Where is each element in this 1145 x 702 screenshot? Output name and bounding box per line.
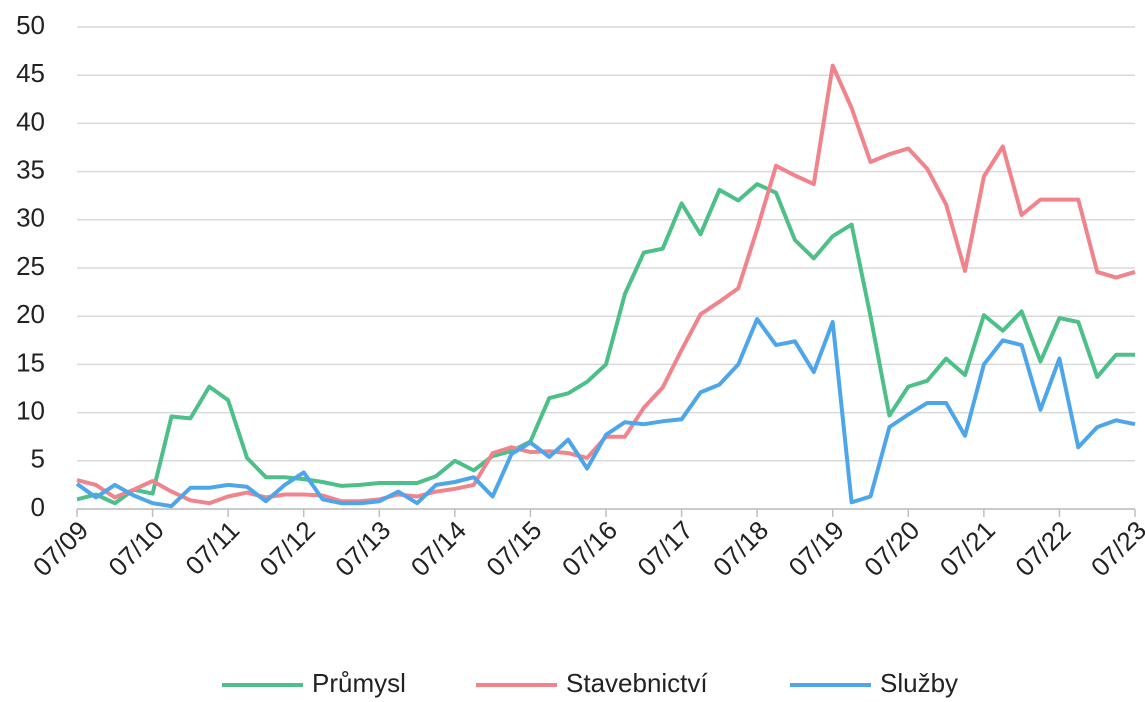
y-tick-label: 45 [16,58,45,88]
x-tick-label: 07/17 [631,515,698,582]
x-tick-label: 07/19 [783,515,850,582]
y-tick-label: 10 [16,395,45,425]
x-tick-label: 07/10 [102,515,169,582]
x-tick-label: 07/21 [934,515,1001,582]
y-tick-label: 25 [16,251,45,281]
y-tick-label: 20 [16,299,45,329]
x-tick-label: 07/20 [858,515,925,582]
y-tick-label: 50 [16,10,45,40]
y-tick-label: 5 [31,444,45,474]
x-tick-label: 07/09 [27,515,94,582]
legend-label: Služby [880,668,958,698]
y-tick-label: 35 [16,154,45,184]
x-tick-label: 07/22 [1009,515,1076,582]
x-tick-label: 07/11 [179,515,245,581]
x-tick-label: 07/15 [480,515,547,582]
series-line [76,182,1135,506]
series-line [75,317,1136,509]
y-tick-label: 15 [16,347,45,377]
x-tick-label: 07/13 [329,515,396,582]
x-tick-label: 07/16 [556,515,623,582]
legend-label: Stavebnictví [566,668,708,698]
x-tick-label: 07/18 [707,515,774,582]
legend-label: Průmysl [312,668,406,698]
x-tick-label: 07/14 [405,515,472,582]
y-tick-label: 30 [16,203,45,233]
x-tick-label: 07/12 [254,515,321,582]
x-tick-label: 07/23 [1085,515,1145,582]
y-tick-label: 0 [31,492,45,522]
y-tick-label: 40 [16,106,45,136]
